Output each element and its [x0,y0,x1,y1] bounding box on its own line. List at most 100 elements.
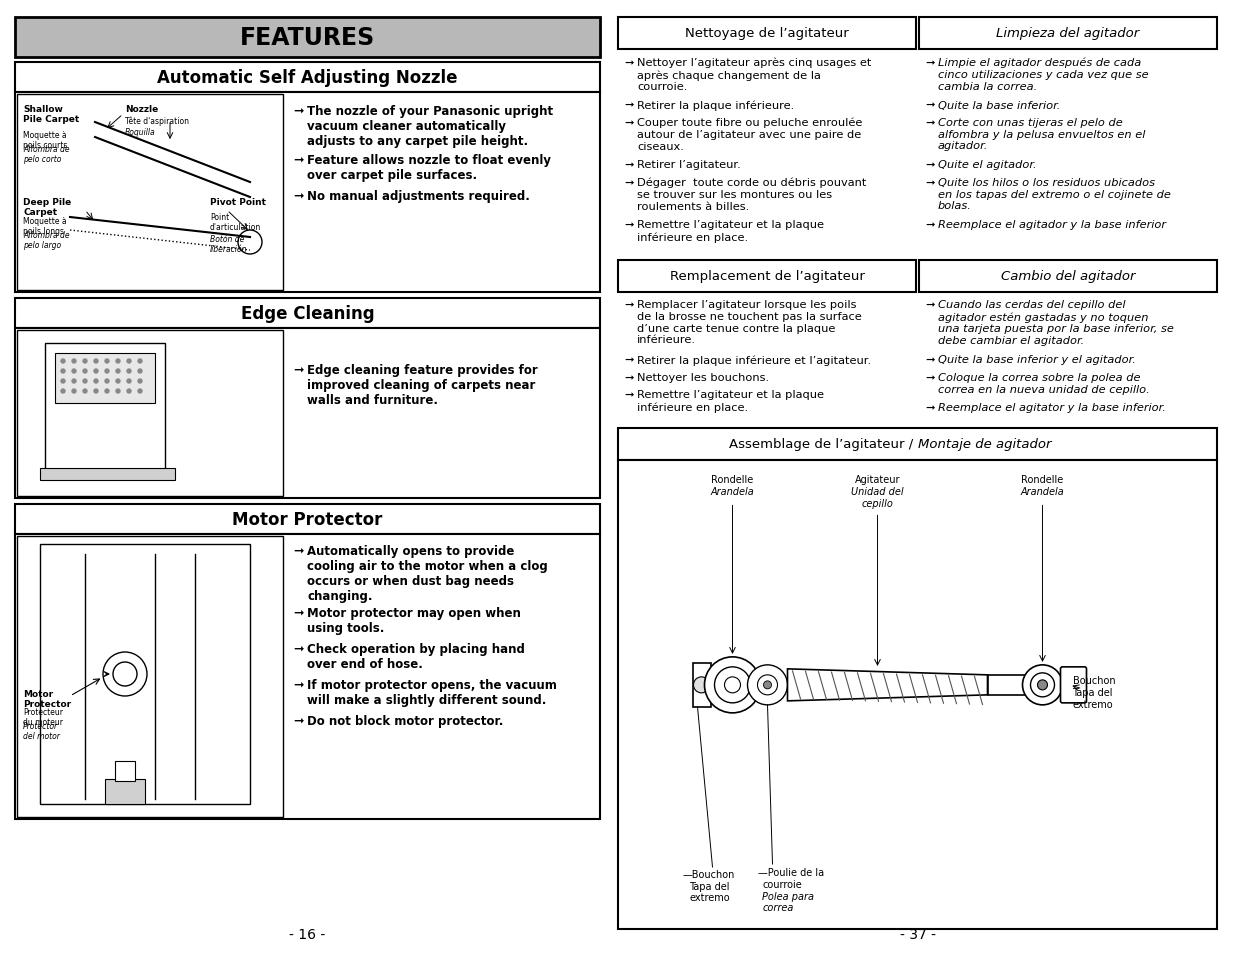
Text: Deep Pile
Carpet: Deep Pile Carpet [23,198,72,217]
Bar [40,544,249,804]
Bar [919,260,1216,293]
Text: Limpieza del agitador: Limpieza del agitador [997,28,1140,40]
Text: Moquette à
poils longs: Moquette à poils longs [23,216,67,236]
Text: ➞: ➞ [293,714,304,727]
Bar [115,761,135,781]
Text: ➞: ➞ [293,679,304,691]
Text: ➞: ➞ [624,100,634,111]
Circle shape [61,379,65,384]
Text: Remettre l’agitateur et la plaque
inférieure en place.: Remettre l’agitateur et la plaque inféri… [637,220,824,242]
Circle shape [94,359,98,364]
Circle shape [138,379,142,384]
FancyArrowPatch shape [104,672,109,677]
Text: Nettoyer l’agitateur après cinq usages et
après chaque changement de la
courroie: Nettoyer l’agitateur après cinq usages e… [637,58,872,92]
Text: Reemplace el agitator y la base inferior.: Reemplace el agitator y la base inferior… [939,402,1166,413]
Circle shape [103,652,147,697]
Circle shape [757,675,778,695]
Text: Quite la base inferior.: Quite la base inferior. [939,100,1061,111]
Text: ➞: ➞ [925,402,935,413]
Circle shape [94,390,98,394]
Text: Motor Protector: Motor Protector [232,511,383,529]
Text: Tapa del: Tapa del [1072,687,1113,698]
Text: Retirer la plaque inférieure.: Retirer la plaque inférieure. [637,100,794,111]
Circle shape [72,390,77,394]
Text: courroie: courroie [762,879,803,889]
Text: Assemblage de l’agitateur /: Assemblage de l’agitateur / [729,437,918,451]
Text: Unidad del: Unidad del [851,487,904,497]
Circle shape [1037,680,1047,690]
Text: ➞: ➞ [293,364,304,376]
Text: Bouchon: Bouchon [1072,675,1115,685]
Circle shape [94,370,98,374]
Text: Motor
Protector: Motor Protector [23,689,72,709]
Circle shape [747,665,788,705]
Circle shape [704,658,761,713]
Bar [15,18,600,58]
Text: Tapa del: Tapa del [689,882,730,891]
Text: - 16 -: - 16 - [289,927,326,941]
Circle shape [94,379,98,384]
Bar [15,63,600,92]
Bar [15,92,600,293]
Bar [40,469,175,480]
Bar [17,331,283,497]
Text: Montaje de agitador: Montaje de agitador [918,437,1051,451]
Circle shape [105,379,109,384]
Text: extremo: extremo [689,892,730,902]
Text: Quite la base inferior y el agitador.: Quite la base inferior y el agitador. [939,355,1136,365]
Text: Quite los hilos o los residuos ubicados
en los tapas del extremo o el cojinete d: Quite los hilos o los residuos ubicados … [939,178,1171,211]
Text: If motor protector opens, the vacuum
will make a slightly different sound.: If motor protector opens, the vacuum wil… [308,679,557,706]
Text: ➞: ➞ [925,118,935,128]
Circle shape [763,681,772,689]
Text: Agitateur: Agitateur [855,475,900,485]
Circle shape [127,359,131,364]
Circle shape [138,390,142,394]
Text: —Bouchon: —Bouchon [683,869,735,879]
Text: Tête d'aspiration: Tête d'aspiration [125,117,189,127]
Circle shape [1023,665,1062,705]
Text: ➞: ➞ [925,355,935,365]
Circle shape [61,370,65,374]
Text: ➞: ➞ [925,160,935,171]
Text: ➞: ➞ [293,606,304,619]
Text: Protector
del motor: Protector del motor [23,721,59,740]
Text: Check operation by placing hand
over end of hose.: Check operation by placing hand over end… [308,642,525,670]
Text: Rondelle: Rondelle [711,475,753,485]
Circle shape [116,370,120,374]
Circle shape [83,359,86,364]
Text: Couper toute fibre ou peluche enroulée
autour de l’agitateur avec une paire de
c: Couper toute fibre ou peluche enroulée a… [637,118,862,152]
Text: extremo: extremo [1072,700,1113,709]
Circle shape [138,370,142,374]
Circle shape [116,359,120,364]
Text: Motor protector may open when
using tools.: Motor protector may open when using tool… [308,606,521,635]
Bar [15,329,600,498]
Circle shape [72,379,77,384]
Text: FEATURES: FEATURES [240,26,375,50]
Text: Coloque la correa sobre la polea de
correa en la nueva unidad de cepillo.: Coloque la correa sobre la polea de corr… [939,373,1150,395]
Circle shape [61,390,65,394]
Text: ➞: ➞ [624,160,634,171]
Text: ➞: ➞ [925,178,935,188]
Bar [15,298,600,329]
Bar [693,663,710,707]
Bar [618,260,916,293]
Bar [105,780,144,804]
Text: Corte con unas tijeras el pelo de
alfombra y la pelusa envueltos en el
agitador.: Corte con unas tijeras el pelo de alfomb… [939,118,1145,151]
Text: —Poulie de la: —Poulie de la [757,867,824,877]
Circle shape [127,370,131,374]
FancyBboxPatch shape [1061,667,1087,703]
Bar [44,344,165,474]
Text: Cambio del agitador: Cambio del agitador [1000,270,1135,283]
Text: Automatic Self Adjusting Nozzle: Automatic Self Adjusting Nozzle [157,69,458,87]
Text: ➞: ➞ [624,58,634,68]
Circle shape [116,379,120,384]
Text: Moquette à
poils courts: Moquette à poils courts [23,131,68,151]
Text: Botón de
liberación: Botón de liberación [210,234,247,254]
Circle shape [694,678,709,693]
Bar [988,675,1028,695]
Circle shape [105,359,109,364]
Circle shape [112,662,137,686]
Text: Nozzle: Nozzle [125,105,158,113]
Text: No manual adjustments required.: No manual adjustments required. [308,190,530,203]
Text: ➞: ➞ [624,220,634,231]
